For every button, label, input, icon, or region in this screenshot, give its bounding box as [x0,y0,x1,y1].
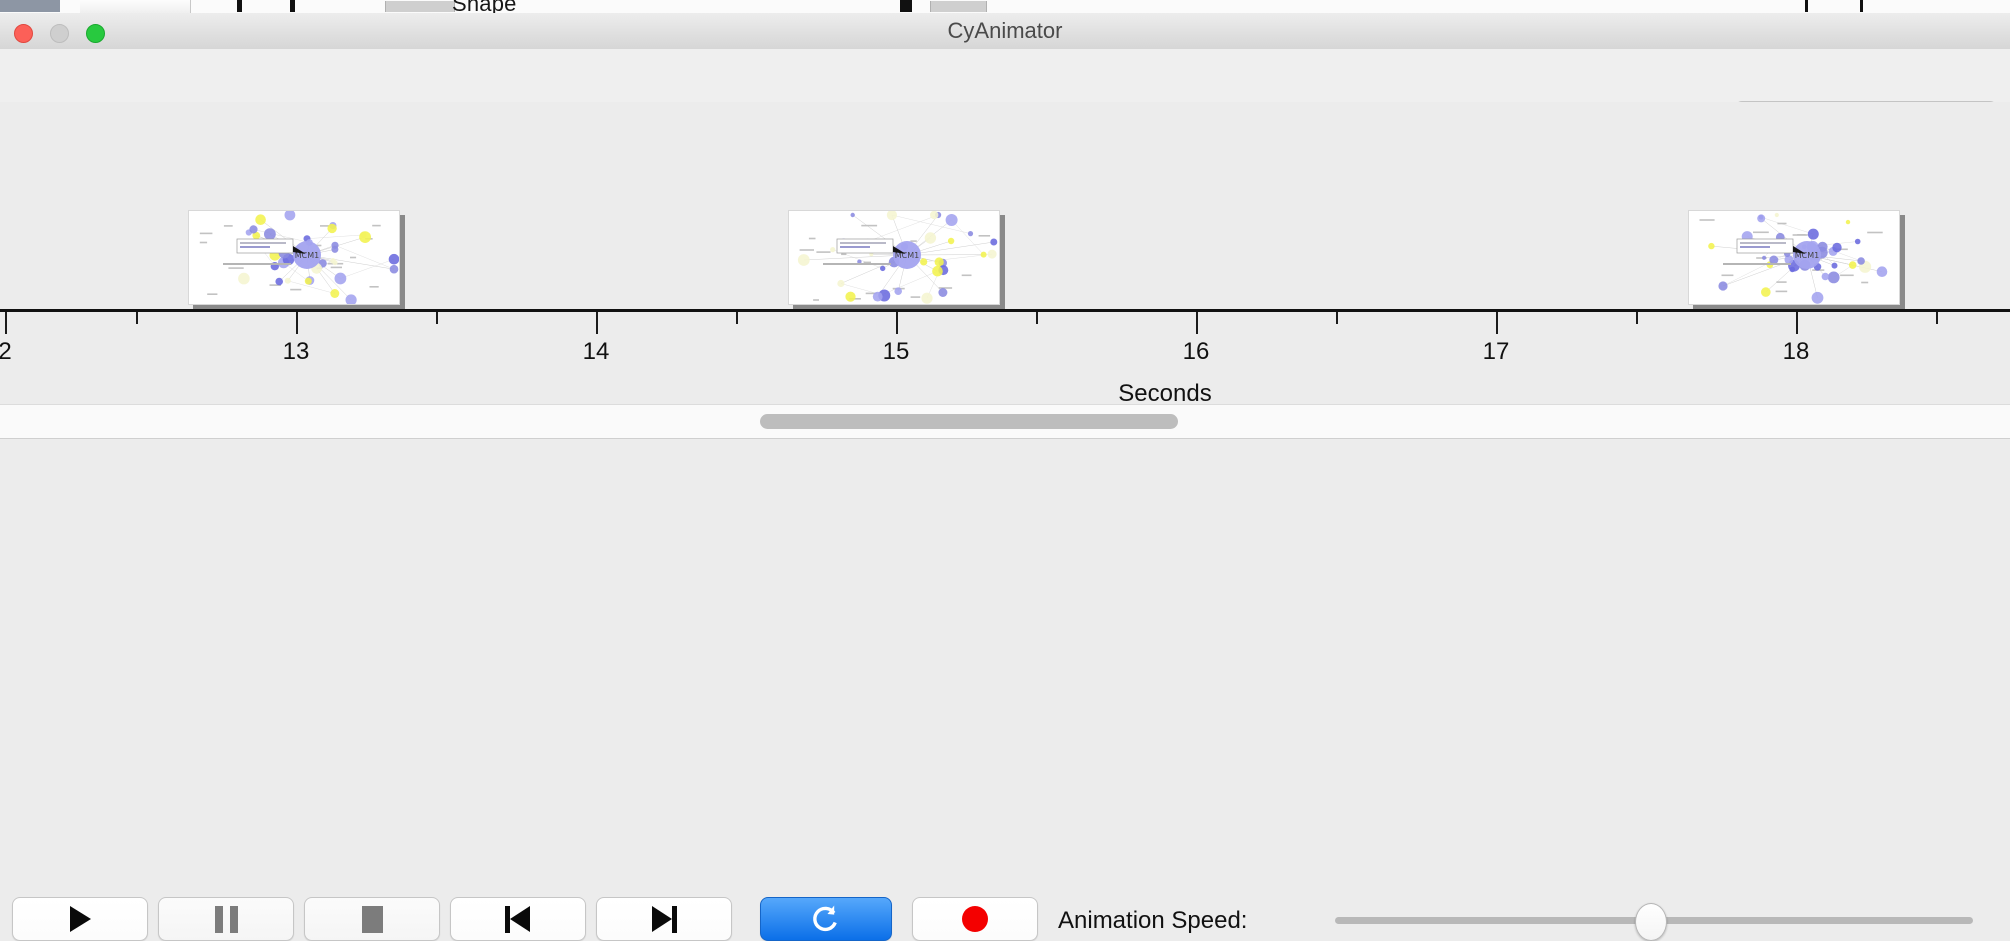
timeline-frame[interactable]: MCM1 [188,210,405,310]
background-mark [1860,0,1863,12]
stop-button[interactable] [304,897,440,941]
animation-speed-slider-thumb[interactable] [1635,903,1667,941]
frame-thumbnail[interactable]: MCM1 [188,210,400,305]
axis-tick-major [896,312,898,334]
axis-tick-label: 14 [583,338,610,366]
background-toolbar-block [0,0,60,12]
axis-tick-label: 18 [1783,338,1810,366]
frame-thumbnail[interactable]: MCM1 [788,210,1000,305]
axis-tick-minor [436,312,438,324]
background-tab [80,0,161,13]
background-mark [237,0,242,12]
loop-icon [811,903,841,935]
axis-tick-minor [736,312,738,324]
background-cell [385,1,455,12]
pause-icon [215,906,238,933]
skip-to-start-icon [505,906,531,933]
transport-bar: Animation Speed: [0,438,2010,511]
axis-tick-label: 2 [0,338,12,366]
stop-icon [362,906,383,933]
timeline-frame[interactable]: MCM1 [1688,210,1905,310]
frame-thumbnail[interactable]: MCM1 [1688,210,1900,305]
axis-tick-minor [1036,312,1038,324]
background-mark [1805,0,1808,12]
axis-tick-label: 17 [1483,338,1510,366]
timeline-scrollbar-thumb[interactable] [760,414,1178,429]
skip-to-end-icon [651,906,677,933]
axis-tick-label: 16 [1183,338,1210,366]
toolbar: Clear All Frames [0,49,2010,103]
pause-button[interactable] [158,897,294,941]
animation-speed-label: Animation Speed: [1058,907,1247,935]
play-button[interactable] [12,897,148,941]
skip-to-end-button[interactable] [596,897,732,941]
background-window-label: Shape [452,0,517,14]
skip-to-start-button[interactable] [450,897,586,941]
cyanimator-window: Shape CyAnimator Clear All Frames [0,0,2010,510]
axis-tick-major [5,312,7,334]
background-window-strip: Shape [0,0,2010,14]
axis-tick-major [1796,312,1798,334]
timeline-axis [0,309,2010,312]
play-icon [70,906,91,932]
axis-tick-label: 13 [283,338,310,366]
timeline-scrollbar[interactable] [0,404,2010,439]
axis-tick-minor [1936,312,1938,324]
background-mark [290,0,295,12]
timeline-frame[interactable]: MCM1 [788,210,1005,310]
axis-tick-major [1196,312,1198,334]
axis-tick-major [596,312,598,334]
background-cell [930,1,987,12]
axis-tick-major [296,312,298,334]
record-button[interactable] [912,897,1038,941]
axis-tick-major [1496,312,1498,334]
loop-button[interactable] [760,897,892,941]
background-mark [900,0,912,12]
title-bar: CyAnimator [0,13,2010,50]
axis-tick-minor [136,312,138,324]
axis-tick-minor [1636,312,1638,324]
axis-tick-minor [1336,312,1338,324]
record-icon [962,906,988,932]
axis-tick-label: 15 [883,338,910,366]
background-tab [160,0,191,13]
window-title: CyAnimator [0,13,2010,49]
